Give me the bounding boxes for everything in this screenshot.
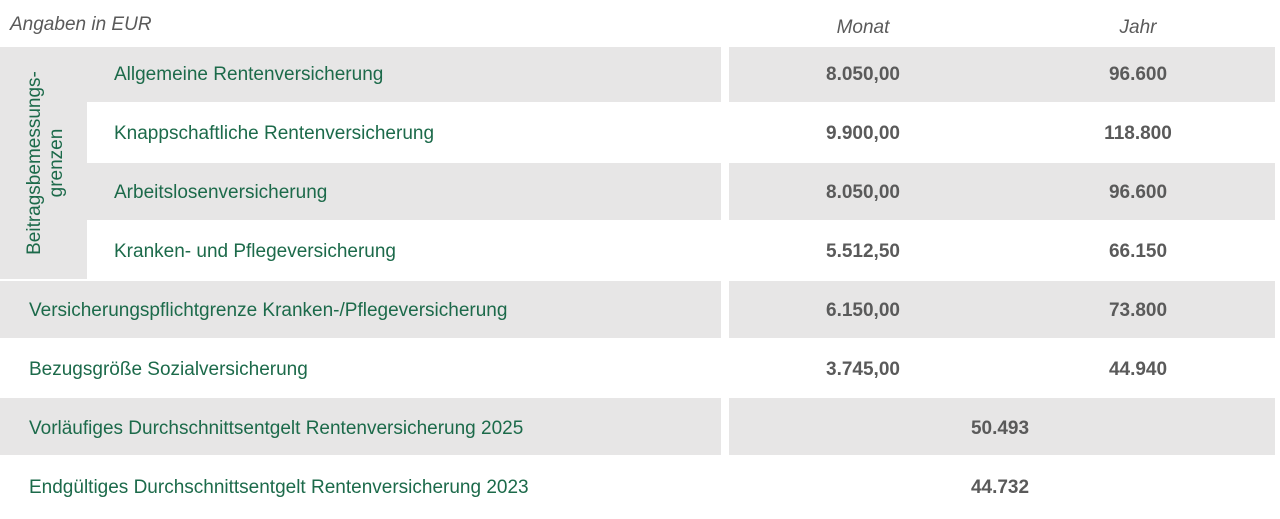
column-header-jahr: Jahr [1119, 17, 1157, 38]
table-row-label: Bezugsgröße Sozialversicherung [29, 359, 308, 380]
row-bg-right [729, 281, 1275, 338]
row-bg-left [0, 281, 721, 338]
table-cell-jahr: 73.800 [1108, 300, 1168, 321]
table-cell-jahr: 96.600 [1108, 182, 1168, 203]
row-bg-right [729, 398, 1275, 455]
table-cell-monat: 8.050,00 [826, 64, 900, 85]
table-cell-monat: 5.512,50 [826, 241, 900, 262]
units-caption: Angaben in EUR [10, 14, 152, 35]
row-bg-right [729, 47, 1275, 102]
group-side-cell [0, 47, 87, 279]
row-bg-left [87, 163, 721, 220]
table-cell-jahr: 118.800 [1104, 123, 1172, 144]
table-cell-value: 44.732 [970, 477, 1030, 498]
table-row-label: Vorläufiges Durchschnittsentgelt Rentenv… [29, 418, 524, 439]
row-bg-left [87, 47, 721, 102]
table-cell-jahr: 66.150 [1108, 241, 1168, 262]
table-row-label: Arbeitslosenversicherung [114, 182, 328, 203]
table-cell-monat: 9.900,00 [826, 123, 900, 144]
table-cell-monat: 8.050,00 [826, 182, 900, 203]
table-cell-monat: 3.745,00 [826, 359, 900, 380]
table-cell-value: 50.493 [970, 418, 1030, 439]
table-row-label: Knappschaftliche Rentenversicherung [114, 123, 435, 144]
row-bg-right [729, 163, 1275, 220]
table-cell-jahr: 44.940 [1108, 359, 1168, 380]
table-row-label: Kranken- und Pflegeversicherung [114, 241, 397, 262]
table-cell-monat: 6.150,00 [826, 300, 900, 321]
column-header-monat: Monat [836, 17, 890, 38]
row-bg-left [0, 398, 721, 455]
table-row-label: Endgültiges Durchschnittsentgelt Rentenv… [29, 477, 529, 498]
table-cell-jahr: 96.600 [1108, 64, 1168, 85]
group-label: Beitragsbemessungs-grenzen [24, 71, 67, 255]
table-row-label: Allgemeine Rentenversicherung [114, 64, 384, 85]
table-row-label: Versicherungspflichtgrenze Kranken-/Pfle… [29, 300, 508, 321]
